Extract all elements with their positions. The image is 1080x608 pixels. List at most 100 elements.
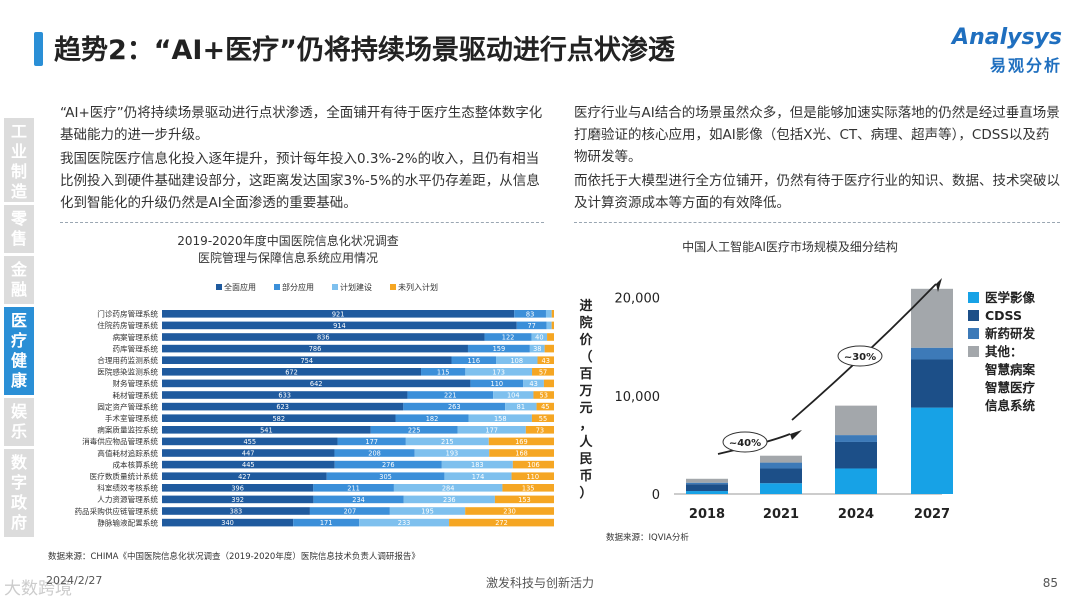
sidebar-item-retail[interactable]: 零售 bbox=[4, 205, 34, 253]
bar-segment bbox=[470, 379, 524, 388]
data-label: 182 bbox=[426, 415, 439, 423]
legend-label: 智慧医疗 bbox=[984, 380, 1036, 395]
category-label: 科室绩效考核系统 bbox=[97, 483, 158, 493]
legend-swatch-2 bbox=[332, 284, 338, 290]
bar-segment bbox=[309, 507, 390, 515]
bar-segment bbox=[162, 460, 335, 469]
x-tick-label: 2027 bbox=[914, 507, 950, 522]
right-paragraph-2: 而依托于大模型进行全方位铺开，仍然有待于医疗行业的知识、数据、技术突破以及计算资… bbox=[574, 173, 1060, 211]
legend-swatch-0 bbox=[968, 292, 979, 303]
bar-segment bbox=[467, 344, 530, 353]
chart2-source: 数据来源：IQVIA分析 bbox=[606, 533, 689, 543]
bar-segment bbox=[505, 402, 537, 411]
bar-segment bbox=[537, 356, 554, 364]
sidebar-item-digital-government[interactable]: 数字政府 bbox=[4, 449, 34, 537]
bar-segment bbox=[162, 368, 422, 376]
sidebar-item-healthcare[interactable]: 医疗健康 bbox=[4, 307, 34, 395]
data-label: 582 bbox=[272, 415, 285, 423]
data-label: 672 bbox=[285, 368, 298, 376]
category-label: 住院药房管理系统 bbox=[97, 320, 158, 330]
bar-segment bbox=[334, 460, 442, 469]
y-tick-label: 20,000 bbox=[615, 292, 661, 307]
category-label: 人力资源管理系统 bbox=[97, 494, 158, 504]
bar-segment bbox=[911, 407, 953, 494]
bar-segment bbox=[760, 455, 802, 463]
category-label: 财务管理系统 bbox=[112, 378, 158, 388]
category-label: 静脉输液配置系统 bbox=[97, 517, 158, 527]
bar-segment bbox=[421, 368, 466, 376]
data-label: 53 bbox=[540, 392, 548, 400]
logo-chinese: 易观分析 bbox=[989, 56, 1062, 75]
data-label: 447 bbox=[242, 450, 255, 458]
legend-swatch-3 bbox=[390, 284, 396, 290]
bar-segment bbox=[494, 495, 554, 504]
chart1-subtitle: 医院管理与保障信息系统应用情况 bbox=[197, 251, 378, 265]
data-label: 230 bbox=[503, 508, 516, 516]
data-label: 153 bbox=[518, 496, 531, 504]
data-label: 40 bbox=[535, 334, 543, 342]
bar-segment bbox=[162, 321, 517, 330]
cagr-badge-1 bbox=[722, 431, 768, 453]
bar-segment bbox=[484, 333, 532, 341]
data-label: 57 bbox=[539, 368, 547, 376]
data-label: 392 bbox=[231, 496, 244, 504]
bar-segment bbox=[395, 414, 469, 422]
data-label: 81 bbox=[517, 403, 525, 411]
sidebar-item-finance[interactable]: 金融 bbox=[4, 256, 34, 304]
bar-segment bbox=[441, 460, 513, 469]
data-label: 305 bbox=[379, 473, 392, 481]
bar-segment bbox=[489, 449, 554, 457]
bar-segment bbox=[531, 414, 554, 422]
bar-segment bbox=[444, 472, 512, 480]
bar-segment bbox=[162, 356, 452, 364]
y-axis-label-char: （ bbox=[579, 349, 592, 365]
data-label: 55 bbox=[539, 415, 547, 423]
data-label: 236 bbox=[443, 496, 456, 504]
data-label: 914 bbox=[333, 322, 346, 330]
bar-segment bbox=[835, 435, 877, 442]
data-label: 171 bbox=[320, 519, 333, 527]
data-label: 234 bbox=[352, 496, 365, 504]
bar-segment bbox=[496, 356, 538, 364]
data-label: 340 bbox=[221, 519, 234, 527]
bar-segment bbox=[512, 460, 554, 469]
category-label: 病案质量监控系统 bbox=[97, 425, 158, 435]
bar-segment bbox=[686, 484, 728, 492]
bar-segment bbox=[334, 449, 415, 457]
data-label: 195 bbox=[421, 508, 434, 516]
data-label: 108 bbox=[510, 357, 523, 365]
growth-arrow-2-head bbox=[936, 278, 942, 292]
legend-label: 智慧病案 bbox=[984, 362, 1036, 377]
legend-label-2: 计划建设 bbox=[340, 282, 372, 292]
data-label: 45 bbox=[541, 403, 549, 411]
bar-segment bbox=[457, 426, 526, 434]
x-tick-label: 2024 bbox=[838, 507, 874, 522]
data-label: 633 bbox=[278, 392, 291, 400]
bar-segment bbox=[686, 478, 728, 483]
bar-segment bbox=[493, 391, 534, 399]
data-label: 383 bbox=[230, 508, 243, 516]
sidebar-item-manufacturing[interactable]: 工业制造 bbox=[4, 118, 34, 202]
bar-segment bbox=[407, 391, 494, 399]
data-label: 623 bbox=[276, 403, 289, 411]
bar-segment bbox=[359, 518, 450, 527]
bar-segment bbox=[337, 437, 406, 446]
bar-segment bbox=[686, 491, 728, 494]
category-label: 药品采购供应链管理系统 bbox=[74, 506, 158, 516]
data-label: 427 bbox=[238, 473, 251, 481]
data-label: 836 bbox=[317, 334, 330, 342]
bar-segment bbox=[403, 402, 506, 411]
legend-label: 医学影像 bbox=[985, 290, 1036, 305]
data-label: 272 bbox=[495, 519, 508, 527]
data-label: 104 bbox=[507, 392, 520, 400]
bar-segment bbox=[313, 484, 394, 492]
sidebar-item-entertainment[interactable]: 娱乐 bbox=[4, 398, 34, 446]
bar-segment bbox=[546, 321, 552, 330]
data-label: 168 bbox=[515, 450, 528, 458]
data-label: 110 bbox=[526, 473, 539, 481]
ai-medical-market-chart: 进院价（ 百万元 ，人民币） 0 10,000 20,000 2018 2021 2024 202… bbox=[578, 278, 1036, 522]
data-label: 38 bbox=[533, 345, 541, 353]
y-axis-label-char: 价 bbox=[579, 333, 593, 348]
data-label: 284 bbox=[442, 484, 455, 492]
